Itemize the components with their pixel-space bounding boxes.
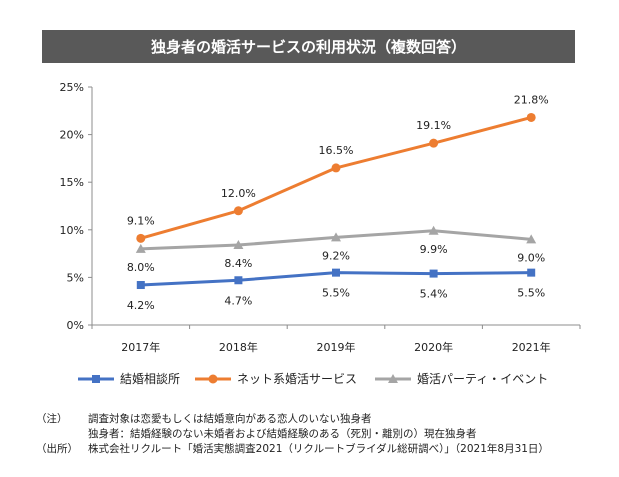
data-point: [332, 268, 340, 277]
note-tag: （出所）: [36, 443, 78, 455]
data-label: 9.2%: [322, 249, 350, 262]
data-label: 9.1%: [127, 214, 155, 227]
y-tick-label: 25%: [60, 81, 84, 94]
data-label: 5.4%: [420, 288, 448, 301]
data-point: [136, 281, 145, 290]
notes: （注） 調査対象は恋愛もしくは結婚意向がある恋人のいない独身者 独身者：結婚経験…: [36, 412, 549, 457]
series-line: [140, 116, 532, 240]
note-row: （出所） 株式会社リクルート「婚活実態調査2021（リクルートブライダル総研調べ…: [36, 442, 549, 457]
data-point: [233, 206, 243, 216]
x-tick-label: 2019年: [317, 340, 356, 354]
data-label: 16.5%: [319, 144, 354, 157]
chart-title: 独身者の婚活サービスの利用状況（複数回答）: [42, 30, 575, 63]
data-label: 5.5%: [322, 287, 350, 300]
x-tick-label: 2021年: [512, 340, 551, 354]
y-tick-label: 15%: [60, 176, 84, 189]
data-point: [331, 163, 341, 173]
note-tag: [36, 427, 88, 442]
line-chart: 0% 5% 10% 15% 20% 25% 2017年 2018年 2019年 2020年 2021…: [60, 81, 581, 386]
note-row: 独身者：結婚経験のない未婚者および結婚経験のある（死別・離別の）現在独身者: [36, 427, 549, 442]
note-tag: （注）: [36, 413, 68, 425]
note-text: 株式会社リクルート「婚活実態調査2021（リクルートブライダル総研調べ）」（20…: [88, 443, 549, 455]
x-tick-label: 2017年: [121, 340, 160, 354]
y-tick-label: 0%: [67, 319, 84, 332]
data-label: 12.0%: [221, 187, 256, 200]
data-label: 5.5%: [517, 287, 545, 300]
data-point: [331, 232, 341, 242]
data-label: 9.0%: [517, 251, 545, 264]
y-tick-label: 20%: [60, 129, 84, 142]
data-point: [429, 269, 438, 278]
note-text: 独身者：結婚経験のない未婚者および結婚経験のある（死別・離別の）現在独身者: [88, 428, 477, 440]
data-point: [233, 240, 244, 250]
data-label: 4.7%: [224, 294, 252, 307]
data-point: [527, 268, 536, 277]
data-label: 8.0%: [127, 261, 155, 274]
data-point: [428, 225, 439, 235]
data-point: [526, 112, 536, 122]
data-label: 19.1%: [416, 119, 451, 132]
data-point: [234, 276, 243, 285]
data-label: 9.9%: [420, 243, 448, 256]
legend-label: ネット系婚活サービス: [237, 372, 357, 386]
legend-marker: [208, 374, 218, 384]
legend-marker: [92, 375, 100, 383]
data-point: [526, 234, 537, 244]
note-row: （注） 調査対象は恋愛もしくは結婚意向がある恋人のいない独身者: [36, 412, 549, 427]
data-label: 4.2%: [127, 299, 155, 312]
y-tick-label: 10%: [60, 224, 84, 237]
data-label: 21.8%: [514, 93, 549, 106]
data-label: 8.4%: [224, 257, 252, 270]
legend-label: 結婚相談所: [120, 371, 180, 386]
data-point: [429, 138, 439, 148]
x-tick-label: 2018年: [219, 340, 258, 354]
note-text: 調査対象は恋愛もしくは結婚意向がある恋人のいない独身者: [88, 413, 372, 425]
legend-marker: [388, 374, 398, 383]
y-tick-label: 5%: [67, 271, 84, 284]
data-point: [136, 233, 146, 243]
legend-label: 婚活パーティ・イベント: [417, 372, 548, 386]
data-point: [135, 243, 146, 253]
x-tick-label: 2020年: [414, 340, 453, 354]
